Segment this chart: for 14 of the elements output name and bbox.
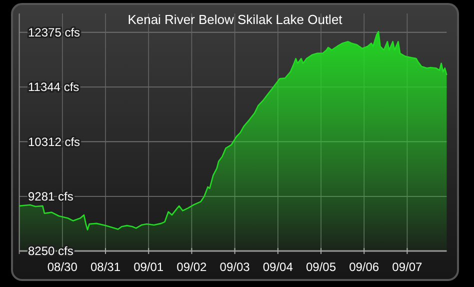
chart-title: Kenai River Below Skilak Lake Outlet (128, 12, 343, 27)
x-tick-label: 09/03 (220, 260, 250, 274)
x-tick-label: 09/05 (306, 260, 336, 274)
y-tick-label: 10312 cfs (28, 134, 80, 149)
y-tick-label: 12375 cfs (28, 26, 80, 40)
x-tick-label: 09/02 (176, 260, 208, 274)
x-tick-label: 09/01 (134, 260, 164, 274)
x-tick-label: 09/04 (262, 260, 294, 274)
x-tick-label: 08/31 (90, 260, 121, 274)
x-tick-label: 09/07 (392, 260, 423, 274)
x-tick-label: 08/30 (47, 260, 78, 274)
y-tick-label: 9281 cfs (28, 190, 74, 204)
x-tick-label: 09/06 (349, 260, 380, 274)
y-tick-label: 11344 cfs (28, 80, 80, 94)
